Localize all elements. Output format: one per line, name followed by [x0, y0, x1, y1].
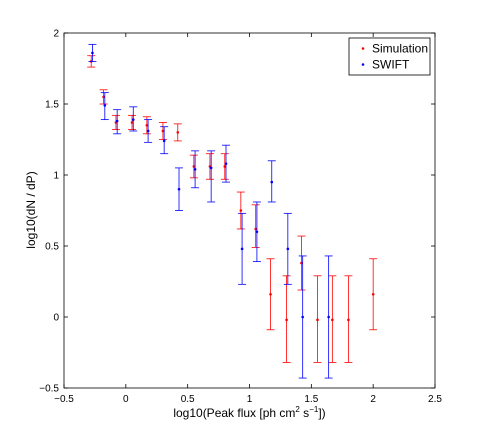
data-marks — [87, 43, 378, 379]
data-point — [286, 247, 290, 251]
x-tick-label: −0.5 — [54, 394, 74, 405]
legend-marker-simulation — [361, 47, 365, 50]
legend-label-simulation: Simulation — [372, 42, 428, 56]
data-point — [316, 318, 319, 322]
data-point — [131, 118, 135, 121]
data-point — [301, 315, 304, 319]
x-tick-label: 1 — [247, 394, 253, 405]
data-point — [130, 121, 134, 124]
x-tick-label: 1.5 — [304, 394, 318, 405]
x-axis-label-mid: s — [300, 406, 309, 420]
series-simulation — [87, 55, 378, 363]
data-point — [161, 129, 165, 133]
data-point — [239, 209, 243, 212]
data-point — [91, 51, 94, 55]
x-tick-label: 2.5 — [428, 394, 442, 405]
error-bar — [207, 150, 216, 203]
legend-marker-swift — [361, 63, 365, 66]
data-point — [300, 261, 303, 265]
data-point — [285, 318, 288, 322]
x-axis-label-main: log10(Peak flux [ph cm — [173, 406, 295, 420]
x-tick-label: 2 — [370, 394, 376, 405]
data-point — [223, 165, 227, 168]
x-axis-label: log10(Peak flux [ph cm2 s−1]) — [173, 405, 325, 420]
axis-ticks: −0.5 0 0.5 1 1.5 2 2.5 −0.5 0 0.5 1 1.5 2 — [39, 29, 442, 406]
data-point — [347, 318, 350, 322]
data-point — [146, 129, 150, 133]
x-axis-label-sup2: −1 — [309, 405, 319, 414]
data-point — [162, 139, 166, 143]
x-tick-label: 0 — [123, 394, 129, 405]
data-point — [331, 318, 334, 322]
x-axis-label-end: ]) — [318, 406, 325, 420]
data-point — [254, 227, 257, 231]
legend-box — [348, 37, 431, 76]
plot-background — [64, 33, 435, 388]
legend: Simulation SWIFT — [348, 37, 431, 76]
data-point — [270, 180, 274, 184]
series-swift — [88, 43, 333, 379]
data-point — [192, 165, 196, 168]
data-point — [115, 119, 119, 123]
x-axis-label-sup1: 2 — [295, 405, 300, 414]
y-axis-label: log10(dN / dP) — [24, 171, 38, 248]
data-point — [177, 187, 181, 191]
data-point — [224, 162, 228, 165]
y-tick-label: 1.5 — [45, 100, 59, 111]
y-tick-label: 2 — [53, 29, 59, 40]
data-point — [209, 166, 213, 170]
y-tick-label: −0.5 — [39, 384, 59, 395]
error-bar — [251, 204, 260, 248]
data-point — [255, 230, 259, 234]
data-point — [371, 292, 375, 296]
data-point — [269, 292, 272, 296]
y-tick-label: 0 — [53, 313, 59, 324]
y-tick-label: 0.5 — [45, 242, 59, 253]
data-point — [193, 168, 197, 171]
data-point — [176, 131, 180, 134]
data-point — [103, 104, 107, 107]
data-point — [240, 247, 244, 251]
x-tick-label: 0.5 — [181, 394, 195, 405]
data-point — [102, 95, 105, 99]
data-point — [145, 124, 149, 127]
y-tick-label: 1 — [53, 171, 59, 182]
legend-label-swift: SWIFT — [372, 58, 410, 72]
data-point — [327, 315, 330, 319]
